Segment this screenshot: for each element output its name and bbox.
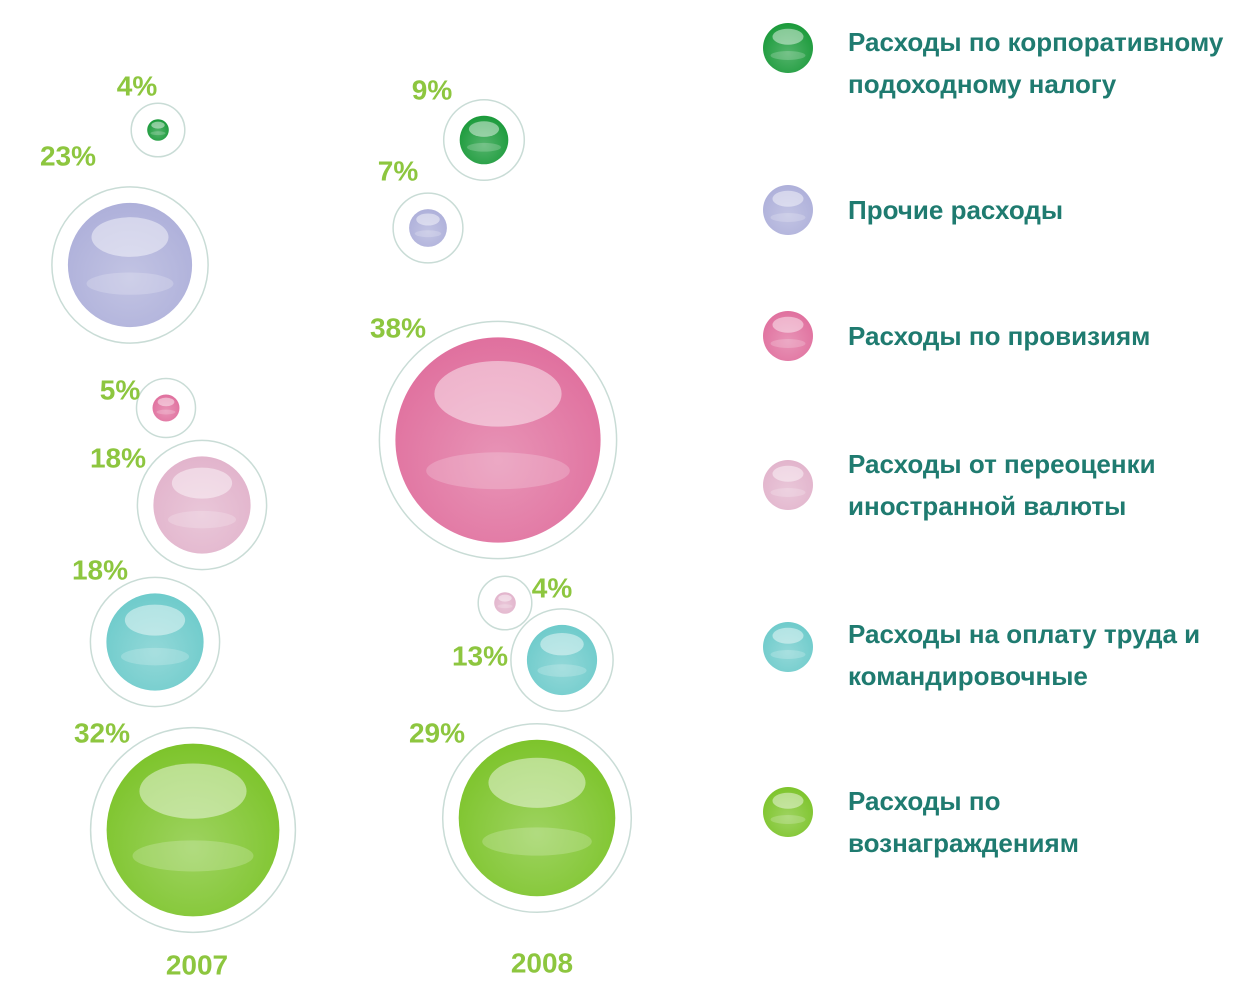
legend-entry: Прочие расходы xyxy=(848,195,1064,225)
reflection xyxy=(770,51,806,60)
x-tick-label: 2008 xyxy=(511,947,573,978)
value-label: 4% xyxy=(117,70,158,101)
highlight xyxy=(151,121,165,129)
value-label: 9% xyxy=(412,74,453,105)
highlight xyxy=(157,397,175,407)
highlight xyxy=(772,627,804,644)
legend-entry: Расходы по провизиям xyxy=(848,321,1151,351)
legend-swatch xyxy=(763,787,813,837)
bubble xyxy=(395,337,601,543)
reflection xyxy=(466,142,502,152)
highlight xyxy=(772,28,804,45)
highlight xyxy=(772,316,804,333)
bubble xyxy=(459,115,509,165)
bubble xyxy=(152,394,180,422)
highlight xyxy=(434,360,562,427)
reflection xyxy=(770,650,806,659)
x-tick-label: 2007 xyxy=(166,949,228,980)
highlight xyxy=(171,467,233,499)
reflection xyxy=(482,827,592,856)
value-label: 29% xyxy=(409,717,465,748)
value-label: 32% xyxy=(74,717,130,748)
value-label: 4% xyxy=(532,572,573,603)
bubble xyxy=(494,592,516,614)
highlight xyxy=(488,757,586,808)
reflection xyxy=(770,815,806,824)
reflection xyxy=(426,452,570,490)
highlight xyxy=(772,190,804,207)
reflection xyxy=(156,409,176,415)
value-label: 38% xyxy=(370,312,426,343)
highlight xyxy=(498,594,512,602)
legend-swatch xyxy=(763,185,813,235)
reflection xyxy=(770,488,806,497)
bubble xyxy=(153,456,251,554)
reflection xyxy=(770,339,806,348)
value-label: 23% xyxy=(40,140,96,171)
legend-swatch xyxy=(763,23,813,73)
legend-entry: Расходы на оплату труда и командировочны… xyxy=(848,619,1201,691)
legend-entry: Расходы по корпоративному подоходному на… xyxy=(848,27,1224,99)
highlight xyxy=(91,217,169,257)
value-label: 5% xyxy=(100,374,141,405)
reflection xyxy=(120,647,190,666)
reflection xyxy=(497,604,513,609)
bubble xyxy=(147,119,169,141)
reflection xyxy=(537,664,587,677)
legend-swatch xyxy=(763,460,813,510)
value-label: 7% xyxy=(378,155,419,186)
reflection xyxy=(770,213,806,222)
reflection xyxy=(86,272,174,295)
value-label: 18% xyxy=(90,442,146,473)
legend-entry: Расходы от переоценки иностранной валюты xyxy=(848,449,1156,521)
bubble xyxy=(458,739,616,897)
legend-swatch xyxy=(763,622,813,672)
highlight xyxy=(540,632,584,656)
bubble xyxy=(106,593,204,691)
reflection xyxy=(167,510,237,529)
highlight xyxy=(772,792,804,809)
bubble xyxy=(526,624,598,696)
highlight xyxy=(772,465,804,482)
reflection xyxy=(414,230,442,238)
value-label: 13% xyxy=(452,640,508,671)
bubble xyxy=(106,743,280,917)
highlight xyxy=(124,604,186,636)
bubble xyxy=(409,209,447,247)
highlight xyxy=(468,121,500,137)
bubble xyxy=(67,202,193,328)
highlight xyxy=(416,213,440,226)
reflection xyxy=(132,840,254,872)
value-label: 18% xyxy=(72,554,128,585)
legend-swatch xyxy=(763,311,813,361)
legend-entry: Расходы по вознаграждениям xyxy=(848,786,1079,858)
highlight xyxy=(139,763,247,819)
reflection xyxy=(150,131,166,136)
